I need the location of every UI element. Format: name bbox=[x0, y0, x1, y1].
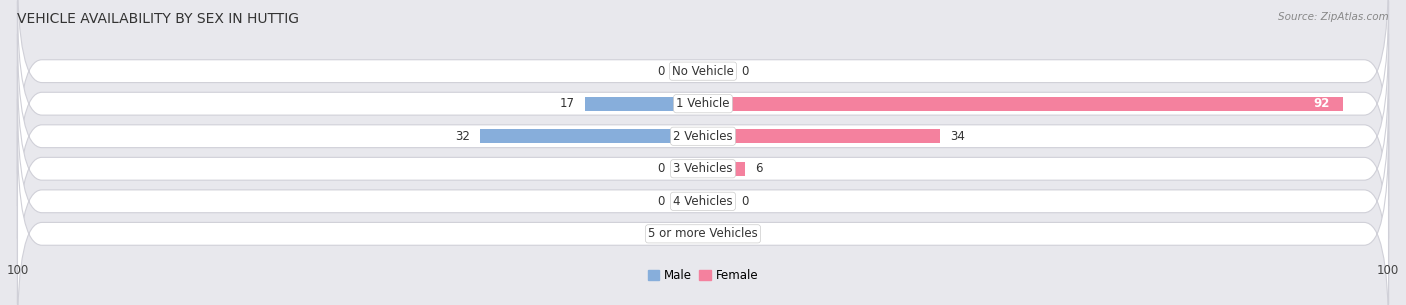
FancyBboxPatch shape bbox=[17, 99, 1389, 304]
Bar bbox=[703, 194, 731, 208]
Text: VEHICLE AVAILABILITY BY SEX IN HUTTIG: VEHICLE AVAILABILITY BY SEX IN HUTTIG bbox=[17, 12, 299, 26]
Text: 3 Vehicles: 3 Vehicles bbox=[673, 162, 733, 175]
Bar bbox=[703, 129, 939, 143]
Text: 100: 100 bbox=[1376, 264, 1399, 277]
Text: 100: 100 bbox=[7, 264, 30, 277]
Text: Source: ZipAtlas.com: Source: ZipAtlas.com bbox=[1278, 12, 1389, 22]
Text: 34: 34 bbox=[950, 130, 965, 143]
Bar bbox=[481, 129, 703, 143]
Text: 17: 17 bbox=[560, 97, 574, 110]
Text: 0: 0 bbox=[741, 195, 748, 208]
FancyBboxPatch shape bbox=[17, 34, 1389, 239]
FancyBboxPatch shape bbox=[17, 1, 1389, 206]
Text: 0: 0 bbox=[658, 227, 665, 240]
FancyBboxPatch shape bbox=[17, 0, 1389, 174]
Text: 5 or more Vehicles: 5 or more Vehicles bbox=[648, 227, 758, 240]
Bar bbox=[675, 227, 703, 241]
Bar bbox=[675, 194, 703, 208]
Text: 4 Vehicles: 4 Vehicles bbox=[673, 195, 733, 208]
FancyBboxPatch shape bbox=[17, 66, 1389, 271]
Text: 2 Vehicles: 2 Vehicles bbox=[673, 130, 733, 143]
Text: 0: 0 bbox=[658, 195, 665, 208]
Bar bbox=[703, 64, 731, 78]
Text: 32: 32 bbox=[456, 130, 470, 143]
Bar bbox=[675, 162, 703, 176]
Text: 0: 0 bbox=[741, 65, 748, 78]
FancyBboxPatch shape bbox=[17, 131, 1389, 305]
Text: 0: 0 bbox=[741, 227, 748, 240]
Bar bbox=[585, 97, 703, 111]
Legend: Male, Female: Male, Female bbox=[643, 265, 763, 287]
Bar bbox=[703, 227, 731, 241]
Text: 1 Vehicle: 1 Vehicle bbox=[676, 97, 730, 110]
Bar bbox=[703, 162, 745, 176]
Text: No Vehicle: No Vehicle bbox=[672, 65, 734, 78]
Text: 0: 0 bbox=[658, 162, 665, 175]
Bar bbox=[703, 97, 1343, 111]
Text: 0: 0 bbox=[658, 65, 665, 78]
Text: 6: 6 bbox=[755, 162, 762, 175]
Bar bbox=[675, 64, 703, 78]
Text: 92: 92 bbox=[1313, 97, 1330, 110]
